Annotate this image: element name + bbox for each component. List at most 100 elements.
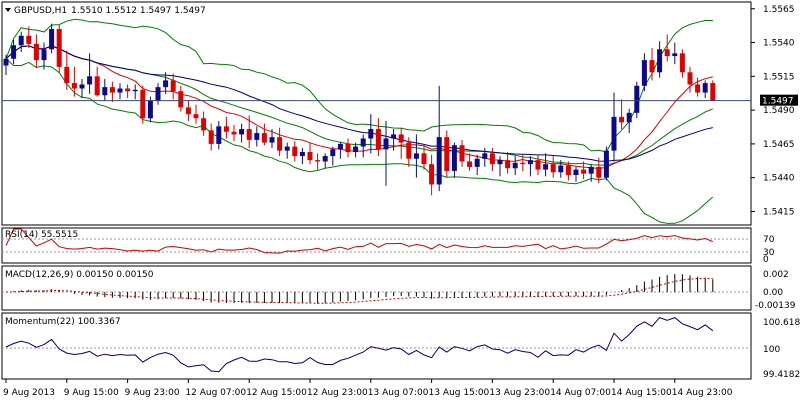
candle-body bbox=[125, 88, 131, 92]
candle-body bbox=[254, 133, 260, 140]
price-tick-label: 1.5515 bbox=[763, 72, 795, 82]
candle-body bbox=[102, 87, 108, 96]
candle-body bbox=[117, 88, 123, 93]
candle-body bbox=[444, 137, 450, 171]
candle-body bbox=[619, 116, 625, 123]
rsi-label: RSI(14) 55.5515 bbox=[5, 230, 78, 240]
candle-body bbox=[436, 137, 442, 185]
candle-body bbox=[421, 153, 427, 165]
candle-body bbox=[406, 142, 412, 159]
rsi-tick-0: 0 bbox=[763, 255, 769, 265]
candle-body bbox=[307, 152, 313, 161]
candle-body bbox=[231, 131, 237, 135]
candle-body bbox=[702, 83, 708, 93]
bollinger-bands bbox=[5, 18, 714, 224]
price-axis[interactable]: 1.5565 1.5540 1.5515 1.5490 1.5465 1.5440 1.54… bbox=[751, 5, 795, 218]
candle-body bbox=[360, 138, 366, 147]
time-tick-label: 14 Aug 07:00 bbox=[550, 388, 611, 398]
macd-panel[interactable]: MACD(12,26,9) 0.00150 0.00150 0.002 0.00… bbox=[1, 265, 796, 311]
candle-body bbox=[299, 152, 305, 157]
time-axis[interactable]: 9 Aug 2013 9 Aug 15:00 9 Aug 23:00 12 Aug 0… bbox=[3, 379, 733, 398]
time-tick-label: 9 Aug 2013 bbox=[3, 388, 55, 398]
candle-body bbox=[489, 153, 495, 165]
candle-body bbox=[140, 89, 146, 119]
candle-body bbox=[292, 146, 298, 157]
candle-body bbox=[163, 80, 169, 88]
candle-body bbox=[330, 149, 336, 157]
candle-body bbox=[664, 49, 670, 57]
candle-body bbox=[87, 76, 93, 85]
candle-body bbox=[527, 160, 533, 165]
candle-body bbox=[634, 85, 640, 113]
candle-body bbox=[239, 129, 245, 135]
time-tick-label: 14 Aug 23:00 bbox=[672, 388, 733, 398]
candle-body bbox=[368, 129, 374, 139]
candle-body bbox=[550, 164, 556, 173]
candle-body bbox=[672, 53, 678, 57]
time-tick-label: 12 Aug 15:00 bbox=[246, 388, 307, 398]
candle-body bbox=[284, 146, 290, 151]
price-tick-label: 1.5440 bbox=[763, 174, 795, 184]
panel-menu-icon[interactable] bbox=[5, 8, 11, 12]
momentum-tick-top: 100.618 bbox=[763, 318, 800, 328]
ma-fast-line bbox=[5, 45, 713, 170]
time-tick-label: 9 Aug 23:00 bbox=[125, 388, 180, 398]
time-tick-label: 13 Aug 15:00 bbox=[429, 388, 490, 398]
macd-tick-bottom: -0.00139 bbox=[755, 301, 796, 311]
rsi-panel-frame bbox=[1, 227, 752, 264]
candle-body bbox=[109, 87, 115, 93]
candle-body bbox=[41, 49, 47, 61]
macd-tick-zero: 0.00 bbox=[763, 288, 783, 298]
candle-body bbox=[710, 83, 716, 101]
moving-averages bbox=[5, 45, 713, 170]
time-tick-label: 9 Aug 15:00 bbox=[64, 388, 119, 398]
candle-body bbox=[277, 137, 283, 151]
candle-body bbox=[649, 60, 655, 73]
candles bbox=[3, 23, 716, 196]
candle-body bbox=[596, 166, 602, 178]
price-tick-label: 1.5540 bbox=[763, 39, 795, 49]
candle-body bbox=[201, 118, 207, 131]
candle-body bbox=[588, 166, 594, 174]
macd-panel-frame bbox=[1, 265, 752, 311]
price-tick-label: 1.5465 bbox=[763, 140, 795, 150]
candle-body bbox=[375, 129, 381, 150]
time-tick-label: 14 Aug 15:00 bbox=[611, 388, 672, 398]
price-tick-label: 1.5490 bbox=[763, 106, 795, 116]
ma-slow-line bbox=[5, 45, 713, 162]
candle-body bbox=[581, 169, 587, 174]
time-tick-label: 13 Aug 23:00 bbox=[489, 388, 550, 398]
rsi-panel[interactable]: RSI(14) 55.5515 70 30 0 bbox=[1, 227, 775, 265]
candle-body bbox=[603, 150, 609, 178]
candle-body bbox=[451, 145, 457, 171]
candle-body bbox=[497, 160, 503, 165]
candle-body bbox=[269, 137, 275, 143]
candle-body bbox=[94, 76, 100, 96]
candle-body bbox=[11, 45, 17, 59]
candle-body bbox=[641, 60, 647, 86]
bb-lower-line bbox=[5, 58, 714, 224]
candle-body bbox=[178, 91, 184, 108]
candle-body bbox=[679, 53, 685, 73]
candle-body bbox=[695, 84, 701, 93]
momentum-panel[interactable]: Momentum(22) 100.3367 100.618 100 99.418… bbox=[1, 312, 800, 380]
candle-body bbox=[49, 29, 55, 50]
candle-body bbox=[543, 164, 549, 170]
candle-body bbox=[565, 165, 571, 175]
candle-body bbox=[482, 153, 488, 159]
ohlc-label: 1.5510 1.5512 1.5497 1.5497 bbox=[71, 6, 206, 16]
price-tick-label: 1.5565 bbox=[763, 5, 795, 15]
candle-body bbox=[657, 49, 663, 73]
time-tick-label: 12 Aug 07:00 bbox=[185, 388, 246, 398]
candle-body bbox=[459, 145, 465, 162]
candle-body bbox=[337, 143, 343, 150]
candle-body bbox=[26, 35, 32, 44]
main-panel[interactable]: 1.5565 1.5540 1.5515 1.5490 1.5465 1.5440 1.54… bbox=[1, 1, 798, 226]
momentum-label: Momentum(22) 100.3367 bbox=[5, 317, 121, 327]
main-header: GBPUSD,H1 1.5510 1.5512 1.5497 1.5497 bbox=[14, 6, 206, 16]
candle-body bbox=[573, 169, 579, 175]
candle-body bbox=[193, 114, 199, 119]
candle-body bbox=[223, 126, 229, 132]
